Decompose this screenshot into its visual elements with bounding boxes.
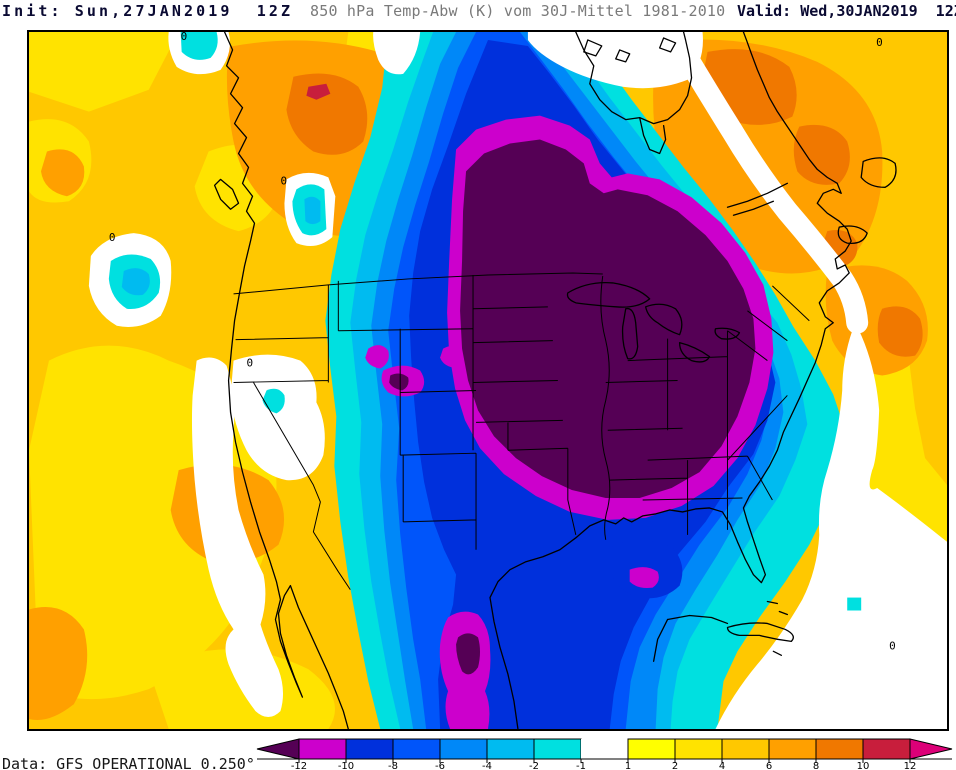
colorbar-right-arrow	[909, 738, 953, 760]
data-source-label: Data: GFS OPERATIONAL 0.250°	[2, 755, 255, 770]
lake-michigan	[621, 307, 639, 360]
yellow-patch	[29, 32, 179, 112]
magenta-spot	[440, 346, 461, 368]
colorbar-segment	[768, 738, 817, 760]
white-ne-band	[671, 38, 869, 334]
colorbar-tick-label: 4	[719, 761, 725, 770]
yucatan	[652, 614, 729, 662]
lightblue-core-puget	[304, 196, 321, 225]
magenta-spot	[629, 567, 659, 589]
colorbar-segment	[862, 738, 911, 760]
state-border	[727, 285, 810, 501]
colorbar-tick-label: 12	[904, 761, 917, 770]
colorbar-tick-label: -1	[576, 761, 586, 770]
colorbar-segment	[627, 738, 676, 760]
contour-label-zero: 0	[247, 357, 254, 370]
cold-regions	[325, 32, 846, 729]
colorbar-tick-label: 6	[766, 761, 772, 770]
contour-label-zero: 0	[889, 639, 896, 652]
dark-orange-patch	[877, 306, 923, 357]
anomaly-map: 0 0 0 0 0 0	[29, 32, 947, 729]
state-border	[605, 330, 748, 535]
newfoundland	[860, 157, 897, 188]
colorbar-svg: -12 -10 -8 -6 -4 -2 -1 1 2 4 6 8 10 12	[256, 738, 953, 770]
cuba	[726, 600, 794, 656]
lightblue-core-pacific	[121, 268, 150, 296]
neutral-regions	[88, 32, 947, 729]
colorbar-segment	[486, 738, 535, 760]
colorbar-segment	[298, 738, 347, 760]
arctic-islands	[583, 37, 677, 63]
state-border	[600, 275, 611, 540]
map-frame: 0 0 0 0 0 0	[27, 30, 949, 731]
colorbar-segment	[815, 738, 864, 760]
vancouver-island	[213, 178, 240, 210]
state-borders	[233, 272, 810, 590]
title-bar: Init: Sun,27JAN2019 12Z 850 hPa Temp-Abw…	[0, 0, 956, 28]
colorbar-segment	[581, 739, 628, 759]
white-blob-nevada	[230, 354, 325, 481]
white-coastal-strip	[191, 357, 284, 718]
colorbar-tick-label: -4	[482, 761, 492, 770]
orange-patch	[40, 149, 85, 197]
contour-labels: 0 0 0 0 0 0	[109, 32, 896, 652]
yellow-patch	[827, 312, 947, 545]
white-se-region	[715, 322, 947, 729]
colorbar-segment	[392, 738, 441, 760]
lake-erie	[678, 342, 711, 363]
colorbar-tick-label: -8	[388, 761, 398, 770]
cyan-spot-bahamas	[847, 597, 862, 611]
colorbar-tick-label: -10	[338, 761, 354, 770]
lake-superior	[566, 281, 651, 308]
colorbar-tick-label: 10	[857, 761, 870, 770]
contour-label-zero: 0	[280, 174, 287, 187]
contour-label-zero: 0	[876, 36, 883, 49]
state-border	[233, 284, 329, 383]
colorbar-tick-label: 1	[625, 761, 631, 770]
color-scale-legend: -12 -10 -8 -6 -4 -2 -1 1 2 4 6 8 10 12	[256, 738, 956, 770]
dark-orange-patch	[286, 73, 368, 155]
colorbar-segment	[533, 738, 582, 760]
colorbar-left-arrow	[256, 738, 300, 760]
contour-label-zero: 0	[181, 32, 188, 43]
state-border	[472, 274, 577, 535]
contour-label-zero: 0	[109, 231, 116, 244]
pacific-coastline	[223, 32, 349, 729]
colorbar-segment	[721, 738, 770, 760]
colorbar-segment	[674, 738, 723, 760]
lake-ontario	[714, 327, 741, 340]
nova-scotia	[837, 225, 868, 245]
dark-red-spot	[306, 83, 331, 100]
dark-orange-patch	[793, 124, 850, 185]
valid-time-label: Valid: Wed,30JAN2019 12Z	[737, 2, 956, 20]
cyan-core-topleft	[180, 32, 218, 60]
colorbar-tick-label: -6	[435, 761, 445, 770]
core-spot-idaho	[389, 373, 409, 391]
lake-huron	[645, 303, 683, 336]
coastlines	[213, 32, 897, 729]
state-border	[337, 280, 477, 550]
hudson-bay	[575, 32, 693, 125]
colorbar-tick-label: 2	[672, 761, 678, 770]
colorbar-tick-label: -12	[291, 761, 307, 770]
orange-patch	[29, 607, 88, 721]
state-border	[253, 382, 351, 590]
white-arctic-right	[527, 32, 703, 89]
attribution-block: Data: GFS OPERATIONAL 0.250° (C) Wetterz…	[2, 727, 255, 770]
magenta-spot	[365, 345, 389, 369]
colorbar-segment	[439, 738, 488, 760]
colorbar-tick-label: 8	[813, 761, 819, 770]
gulf-atlantic-coastline	[489, 32, 852, 729]
colorbar-tick-label: -2	[529, 761, 539, 770]
us-canada-border	[233, 272, 603, 295]
init-time-label: Init: Sun,27JAN2019 12Z	[2, 2, 294, 20]
st-lawrence	[726, 182, 788, 216]
colorbar-segment	[345, 738, 394, 760]
white-arctic-left	[373, 32, 421, 75]
cold-core-region	[460, 139, 756, 498]
core-spot-mexico	[456, 633, 481, 675]
chart-title: 850 hPa Temp-Abw (K) vom 30J-Mittel 1981…	[310, 2, 726, 20]
james-bay	[639, 116, 667, 155]
